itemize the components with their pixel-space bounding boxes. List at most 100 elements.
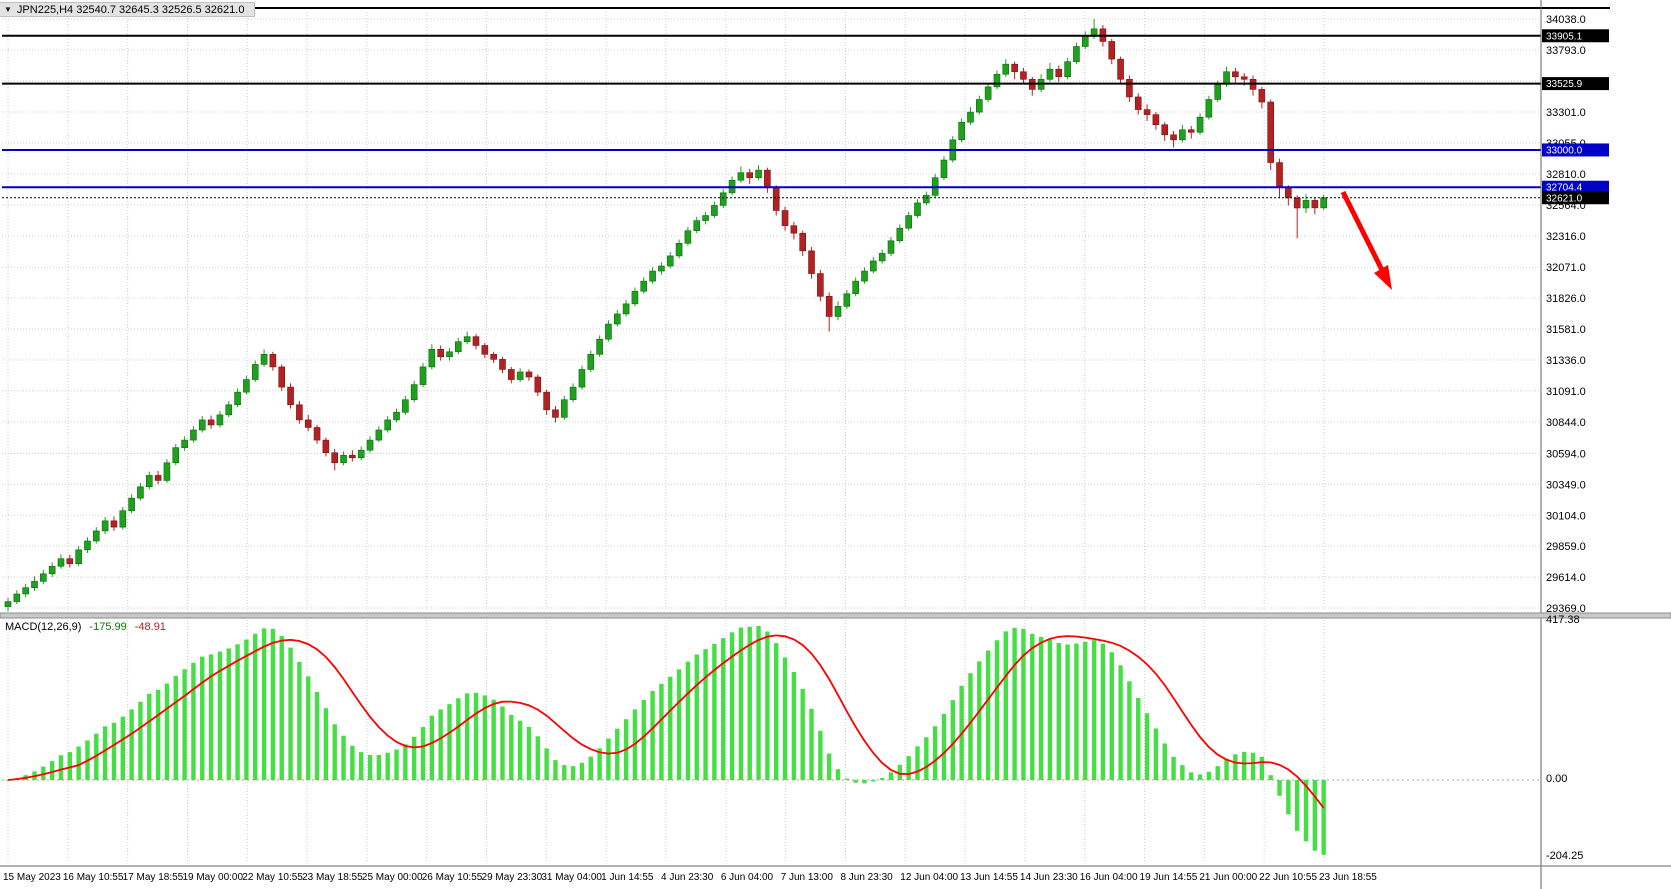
candle-bearish (764, 169, 771, 189)
candle-bearish (287, 386, 294, 406)
panel-divider[interactable] (0, 612, 1671, 619)
macd-histogram-bar (835, 769, 841, 780)
price-tick-label: 33301.0 (1546, 107, 1586, 119)
macd-histogram-bar (694, 654, 699, 780)
price-tick-label: 30594.0 (1546, 448, 1586, 460)
candle-bearish (1232, 71, 1239, 78)
candle-bullish (843, 293, 851, 307)
symbol-info-bar: ▼ JPN225,H4 32540.7 32645.3 32526.5 3262… (0, 2, 256, 17)
macd-histogram-bar (102, 726, 108, 780)
candle-bullish (1196, 116, 1204, 133)
price-tick-label: 29369.0 (1546, 603, 1586, 615)
price-tick-label: 32316.0 (1546, 231, 1586, 243)
time-tick-label: 14 Jun 23:30 (1020, 872, 1078, 883)
trend-arrow-shaft[interactable] (1340, 190, 1385, 272)
time-tick-label: 1 Jun 14:55 (601, 872, 654, 883)
dropdown-arrow-icon[interactable]: ▼ (4, 4, 12, 14)
candle-bullish (1179, 129, 1186, 141)
macd-histogram-bar (888, 772, 894, 780)
trend-arrow[interactable] (1340, 190, 1392, 290)
candle-bullish (905, 215, 912, 229)
macd-histogram-bar (76, 746, 81, 780)
macd-histogram-bar (217, 651, 223, 780)
price-tick-label: 32810.0 (1546, 169, 1586, 181)
macd-histogram-bar (111, 722, 117, 780)
candle-bullish (1073, 46, 1080, 62)
macd-histogram-bar (509, 715, 514, 780)
macd-histogram-bar (1312, 780, 1318, 851)
candle-bullish (852, 280, 859, 295)
candle-bullish (622, 303, 630, 315)
time-tick-label: 13 Jun 14:55 (960, 872, 1018, 883)
candle-bullish (419, 366, 427, 385)
candle-bearish (472, 336, 480, 346)
candle-bearish (1170, 134, 1177, 141)
candle-bullish (225, 404, 233, 416)
candle-bullish (737, 172, 745, 181)
macd-histogram-bar (756, 626, 761, 780)
macd-histogram-bar (985, 650, 991, 780)
candle-bullish (1081, 36, 1089, 47)
candle-bearish (154, 475, 162, 481)
macd-histogram-bar (1127, 681, 1132, 780)
macd-histogram-bar (535, 736, 540, 780)
candle-bullish (569, 386, 577, 401)
candle-bullish (198, 419, 206, 431)
time-tick-label: 19 May 00:00 (182, 872, 243, 883)
candle-bullish (243, 379, 250, 393)
candle-bullish (1002, 63, 1010, 75)
macd-signal-value: -48.91 (134, 621, 166, 633)
macd-histogram-bar (782, 657, 788, 780)
candle-bullish (605, 323, 612, 340)
candle-bullish (861, 270, 868, 282)
candle-bullish (711, 205, 718, 216)
macd-histogram-bar (1003, 631, 1008, 780)
price-tick-label: 31826.0 (1546, 293, 1586, 305)
candle-bearish (304, 419, 312, 428)
candle-bullish (172, 447, 180, 464)
macd-histogram-bar (977, 661, 982, 780)
candle-bearish (825, 295, 833, 317)
macd-histogram-bar (67, 752, 73, 780)
macd-histogram-bar (341, 735, 346, 780)
candle-bullish (1046, 68, 1054, 80)
candle-bearish (508, 369, 515, 380)
time-tick-label: 17 May 18:55 (123, 872, 184, 883)
macd-signal-line (7, 634, 1325, 809)
time-tick-label: 15 May 2023 (3, 872, 61, 883)
candle-bullish (163, 462, 171, 481)
candle-bullish (755, 169, 762, 178)
candle-bullish (1320, 197, 1327, 209)
candle-bullish (428, 348, 436, 368)
macd-scale-zero: 0.00 (1546, 773, 1568, 785)
candle-bullish (923, 195, 930, 204)
candle-bullish (1205, 99, 1213, 118)
candle-bullish (402, 399, 409, 413)
macd-histogram-bar (1153, 728, 1159, 780)
macd-histogram-bar (200, 656, 205, 780)
candle-bullish (216, 414, 224, 426)
macd-histogram-bar (1021, 628, 1026, 780)
candle-bearish (746, 172, 754, 178)
candle-bearish (437, 348, 444, 358)
macd-histogram-bar (182, 669, 187, 780)
candle-bullish (984, 86, 992, 100)
macd-histogram-bar (235, 644, 240, 780)
candle-bullish (455, 341, 462, 353)
trend-arrow-head[interactable] (1374, 265, 1392, 290)
candle-bullish (40, 573, 47, 582)
candle-bearish (490, 354, 497, 360)
candle-bullish (393, 412, 400, 421)
macd-histogram-bar (1268, 775, 1273, 780)
time-tick-label: 22 May 10:55 (242, 872, 303, 883)
price-tick-label: 34038.0 (1546, 14, 1586, 26)
candle-bearish (322, 439, 330, 454)
candle-bullish (101, 520, 109, 532)
candle-bullish (967, 111, 974, 123)
time-tick-label: 21 Jun 00:00 (1199, 872, 1257, 883)
candle-bearish (790, 225, 798, 234)
macd-histogram-bar (385, 752, 390, 780)
time-tick-label: 8 Jun 23:30 (840, 872, 893, 883)
